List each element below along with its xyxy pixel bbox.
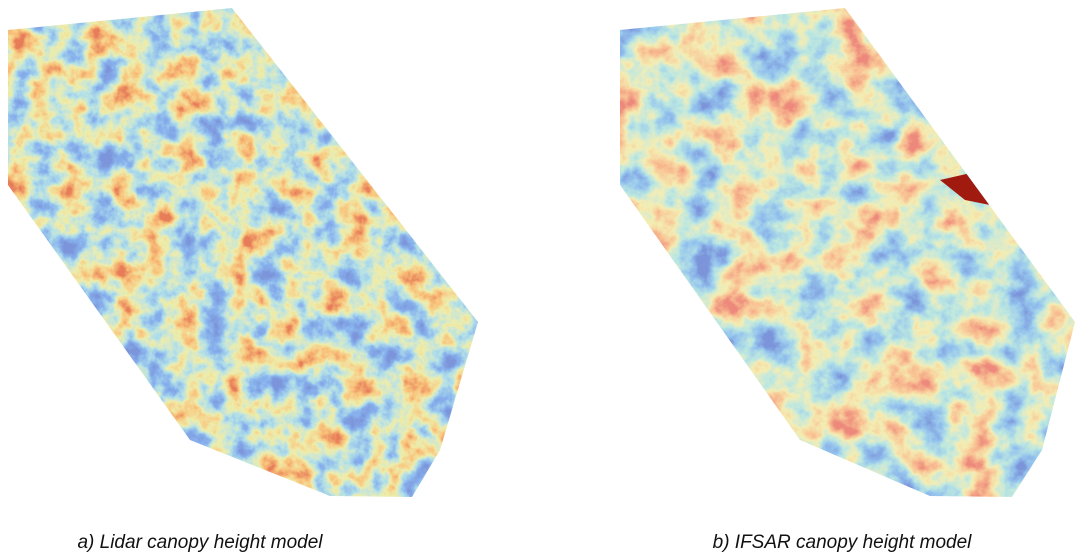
ifsar-map — [610, 0, 1080, 510]
lidar-map — [0, 0, 490, 510]
figure: a) Lidar canopy height model b) IFSAR ca… — [0, 0, 1080, 558]
caption: b) IFSAR canopy height model — [713, 532, 973, 553]
caption: a) Lidar canopy height model — [77, 532, 323, 553]
